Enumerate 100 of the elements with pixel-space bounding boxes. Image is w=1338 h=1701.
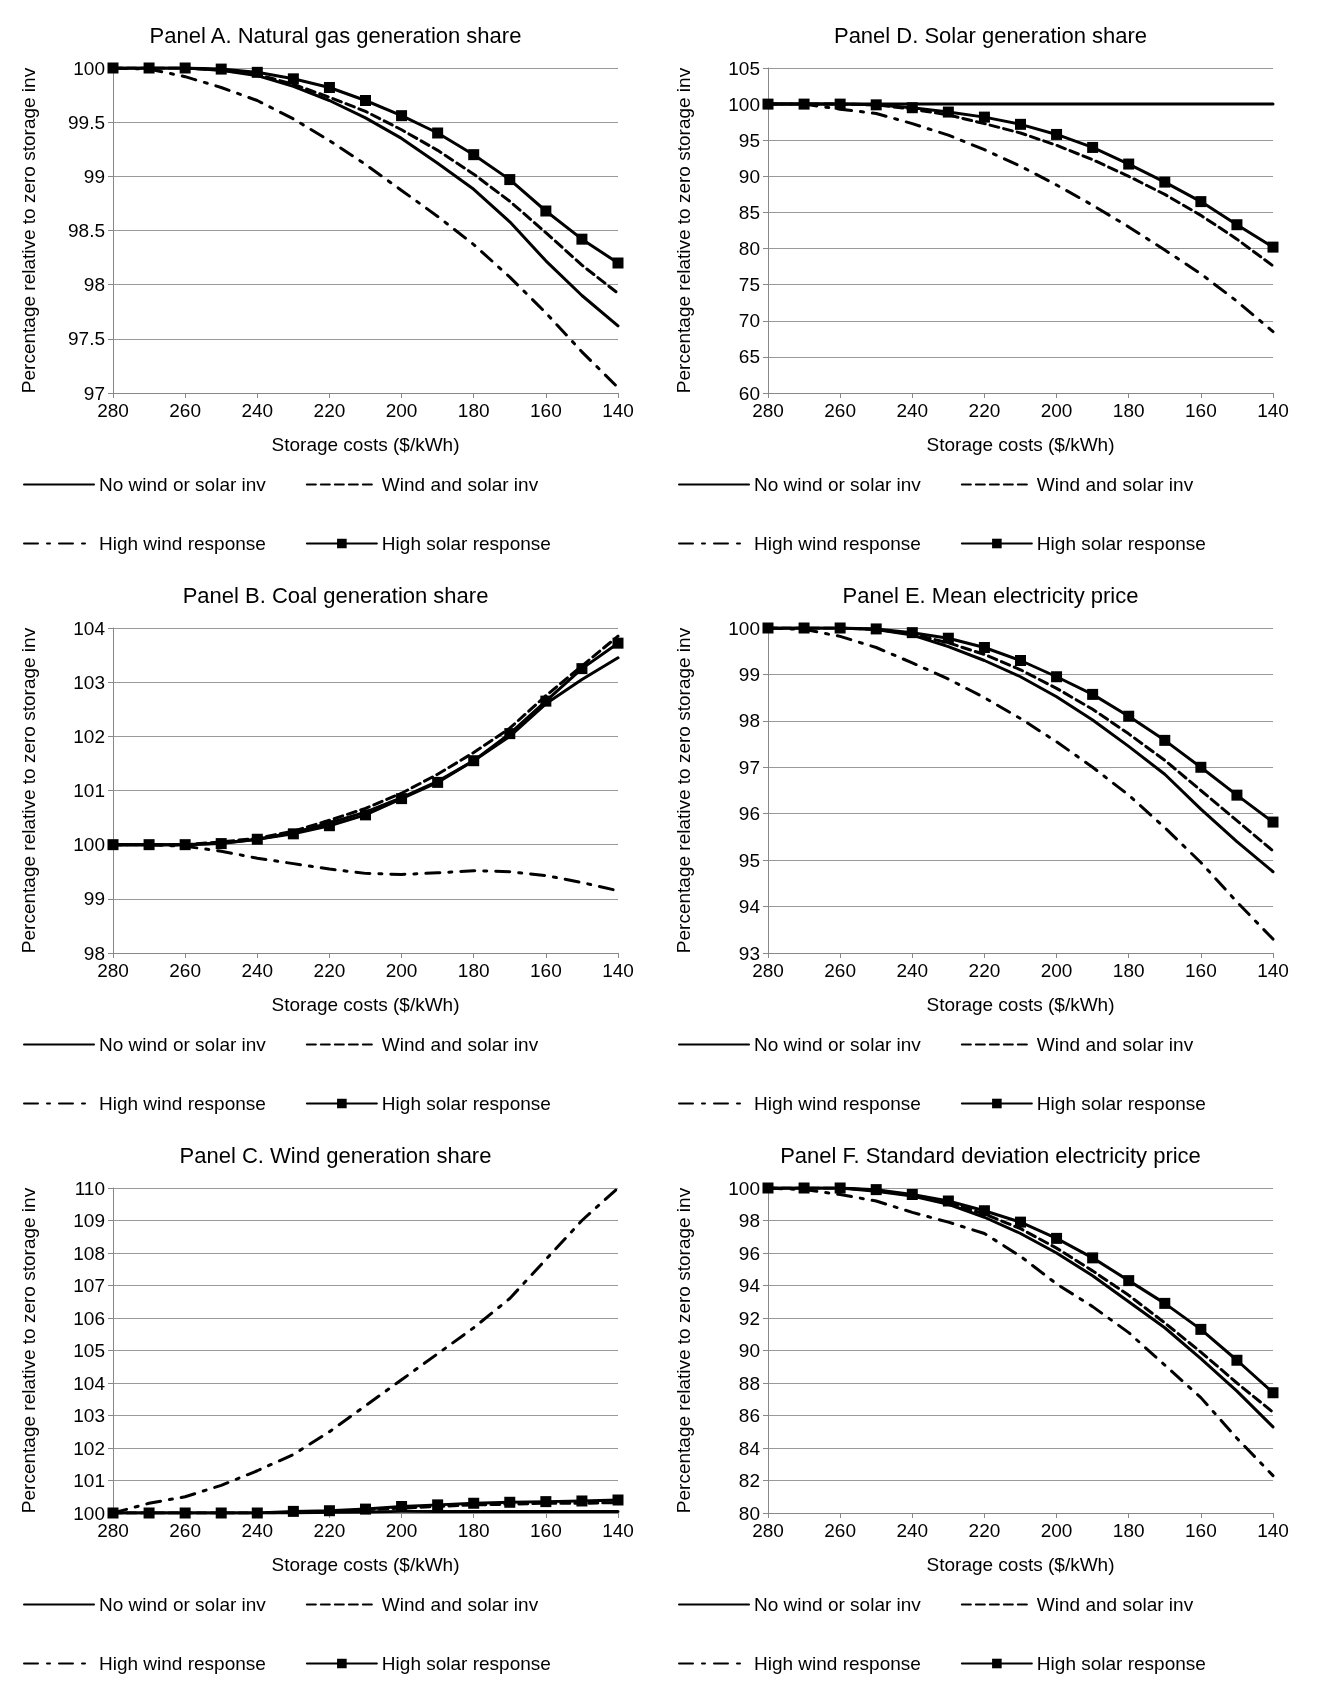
y-tick-label: 105 xyxy=(728,57,760,79)
y-axis-title: Percentage relative to zero storage inv xyxy=(18,67,39,394)
x-tick-label: 160 xyxy=(530,1520,562,1541)
legend-label: High solar response xyxy=(381,1653,551,1674)
x-tick-label: 220 xyxy=(968,1520,1001,1541)
x-tick-label: 260 xyxy=(169,400,201,421)
y-tick-label: 99 xyxy=(83,888,105,910)
y-tick-label: 109 xyxy=(73,1210,105,1231)
x-tick-label: 220 xyxy=(313,1520,346,1541)
legend-label: No wind or solar inv xyxy=(754,1594,922,1615)
y-tick-label: 92 xyxy=(738,1307,760,1329)
x-tick-label: 260 xyxy=(169,1520,201,1541)
chart-title: Panel A. Natural gas generation share xyxy=(149,22,522,48)
y-tick-label: 101 xyxy=(73,780,105,801)
y-tick-label: 96 xyxy=(738,1242,760,1264)
legend-label: High wind response xyxy=(99,533,266,554)
y-tick-label: 90 xyxy=(738,1340,760,1361)
y-tick-label: 86 xyxy=(738,1405,760,1426)
legend-label: No wind or solar inv xyxy=(99,1034,267,1055)
y-tick-label: 84 xyxy=(738,1437,761,1459)
legend-label: High solar response xyxy=(1036,1093,1206,1114)
y-tick-label: 100 xyxy=(728,617,760,639)
y-tick-label: 102 xyxy=(73,725,105,747)
y-tick-label: 98 xyxy=(738,710,760,732)
x-axis-title: Storage costs ($/kWh) xyxy=(926,434,1115,455)
y-tick-label: 102 xyxy=(73,1437,105,1459)
y-tick-label: 65 xyxy=(738,346,760,368)
y-tick-label: 108 xyxy=(73,1242,105,1264)
y-axis-title: Percentage relative to zero storage inv xyxy=(18,1187,39,1514)
x-tick-label: 220 xyxy=(968,960,1001,981)
y-tick-label: 94 xyxy=(738,1275,761,1296)
x-tick-label: 240 xyxy=(241,1520,274,1541)
y-axis-title: Percentage relative to zero storage inv xyxy=(673,1187,694,1514)
legend-label: Wind and solar inv xyxy=(381,474,539,495)
x-tick-label: 260 xyxy=(824,1520,856,1541)
x-tick-label: 200 xyxy=(385,1520,418,1541)
y-tick-label: 101 xyxy=(73,1470,105,1491)
legend-label: No wind or solar inv xyxy=(754,474,922,495)
x-axis-title: Storage costs ($/kWh) xyxy=(271,1554,460,1575)
x-tick-label: 220 xyxy=(313,400,346,421)
x-tick-label: 240 xyxy=(241,960,274,981)
y-axis-title: Percentage relative to zero storage inv xyxy=(18,627,39,954)
legend-label: High solar response xyxy=(1036,1653,1206,1674)
y-tick-label: 103 xyxy=(73,1405,105,1426)
y-tick-label: 104 xyxy=(73,1372,106,1394)
chart-title: Panel D. Solar generation share xyxy=(833,22,1148,48)
y-tick-label: 80 xyxy=(738,238,760,260)
y-tick-label: 95 xyxy=(738,129,760,151)
x-tick-label: 200 xyxy=(1040,400,1073,421)
y-tick-label: 98 xyxy=(83,274,105,296)
x-tick-label: 200 xyxy=(385,400,418,421)
legend-label: Wind and solar inv xyxy=(1036,1034,1194,1055)
x-tick-label: 180 xyxy=(457,400,490,421)
y-tick-label: 97.5 xyxy=(68,328,105,350)
y-tick-label: 106 xyxy=(73,1307,105,1329)
y-tick-label: 96 xyxy=(738,803,760,825)
y-tick-label: 70 xyxy=(738,310,760,332)
x-tick-label: 140 xyxy=(1257,400,1289,421)
chart-title: Panel B. Coal generation share xyxy=(182,582,489,608)
y-tick-label: 94 xyxy=(738,896,761,918)
y-tick-label: 105 xyxy=(73,1340,105,1361)
x-tick-label: 160 xyxy=(1185,400,1217,421)
x-tick-label: 180 xyxy=(1112,400,1145,421)
legend-label: No wind or solar inv xyxy=(99,1594,267,1615)
y-axis-title: Percentage relative to zero storage inv xyxy=(673,627,694,954)
x-tick-label: 140 xyxy=(1257,960,1289,981)
chart-title: Panel C. Wind generation share xyxy=(179,1142,492,1168)
x-axis-title: Storage costs ($/kWh) xyxy=(271,994,460,1015)
y-tick-label: 110 xyxy=(74,1177,105,1199)
chart-title: Panel E. Mean electricity price xyxy=(842,582,1139,608)
legend-label: High wind response xyxy=(754,1653,921,1674)
x-tick-label: 240 xyxy=(896,1520,929,1541)
y-tick-label: 103 xyxy=(73,671,105,693)
x-axis-title: Storage costs ($/kWh) xyxy=(271,434,460,455)
y-tick-label: 82 xyxy=(738,1470,760,1491)
y-tick-label: 85 xyxy=(738,201,760,223)
legend-label: High solar response xyxy=(381,533,551,554)
x-tick-label: 200 xyxy=(1040,1520,1073,1541)
legend-label: High wind response xyxy=(99,1653,266,1674)
x-tick-label: 240 xyxy=(896,400,929,421)
y-tick-label: 104 xyxy=(73,617,106,639)
legend-label: High solar response xyxy=(381,1093,551,1114)
x-tick-label: 180 xyxy=(1112,1520,1145,1541)
legend-label: High wind response xyxy=(754,1093,921,1114)
legend-label: No wind or solar inv xyxy=(99,474,267,495)
x-tick-label: 160 xyxy=(530,400,562,421)
y-tick-label: 95 xyxy=(738,849,760,871)
y-tick-label: 99.5 xyxy=(68,111,105,133)
y-tick-label: 100 xyxy=(728,1177,760,1199)
legend-label: High wind response xyxy=(99,1093,266,1114)
legend-label: Wind and solar inv xyxy=(381,1034,539,1055)
y-axis-title: Percentage relative to zero storage inv xyxy=(673,67,694,394)
chart-title: Panel F. Standard deviation electricity price xyxy=(780,1142,1201,1168)
y-tick-label: 98.5 xyxy=(68,220,105,241)
legend-label: Wind and solar inv xyxy=(1036,1594,1194,1615)
y-tick-label: 75 xyxy=(738,274,760,296)
x-tick-label: 140 xyxy=(602,1520,634,1541)
y-tick-label: 107 xyxy=(73,1275,105,1296)
x-tick-label: 160 xyxy=(1185,1520,1217,1541)
x-tick-label: 140 xyxy=(1257,1520,1289,1541)
